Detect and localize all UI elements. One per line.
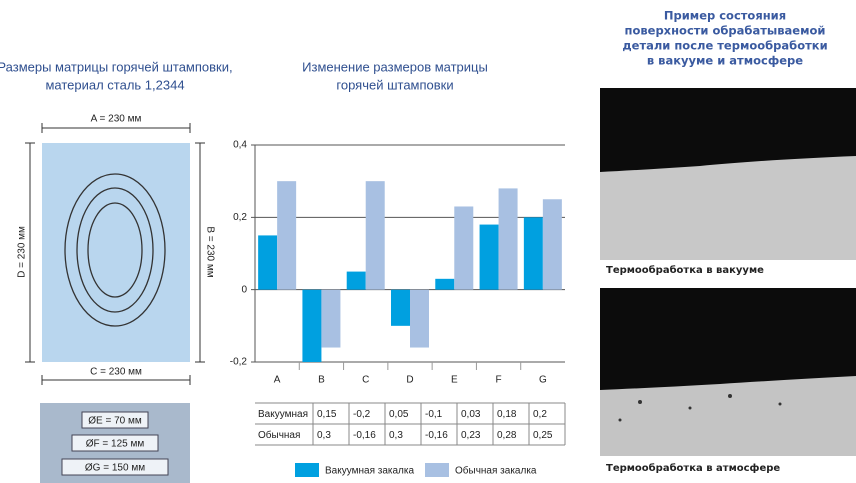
page: Размеры матрицы горячей штамповки, матер… bbox=[0, 0, 856, 483]
table-cell: 0,05 bbox=[389, 409, 409, 420]
legend-label: Вакуумная закалка bbox=[325, 466, 414, 477]
x-tick-label: A bbox=[274, 375, 281, 386]
dim-a: A = 230 мм bbox=[91, 114, 142, 125]
right-title: поверхности обрабатываемой bbox=[625, 24, 826, 38]
bar bbox=[302, 290, 321, 362]
table-row-label: Обычная bbox=[258, 429, 300, 441]
bar bbox=[454, 206, 473, 289]
y-tick-label: -0,2 bbox=[230, 357, 248, 368]
chart-title: горячей штамповки bbox=[336, 77, 453, 92]
x-tick-label: E bbox=[451, 375, 458, 386]
table-cell: 0,3 bbox=[389, 430, 403, 441]
dim-c: C = 230 мм bbox=[90, 367, 142, 378]
bar bbox=[277, 181, 296, 290]
photo-caption: Термообработка в вакууме bbox=[606, 264, 764, 276]
bar bbox=[391, 290, 410, 326]
right-title: Пример состояния bbox=[664, 9, 786, 23]
chart: -0,2 0 0,2 0,4 A B C D E F G Вакуумная 0,15 -0,2 0,05 -… bbox=[230, 140, 565, 477]
table-cell: 0,15 bbox=[317, 409, 337, 420]
bar bbox=[321, 290, 340, 348]
table-cell: 0,3 bbox=[317, 430, 331, 441]
legend-swatch bbox=[425, 463, 449, 477]
table-cell: 0,23 bbox=[461, 430, 481, 441]
chart-title: Изменение размеров матрицы bbox=[302, 59, 488, 74]
bar bbox=[435, 279, 454, 290]
table-cell: -0,16 bbox=[425, 430, 448, 441]
table-row-label: Вакуумная bbox=[258, 409, 308, 420]
dim-b: B = 230 мм bbox=[204, 226, 215, 277]
x-tick-label: D bbox=[406, 375, 413, 386]
table-cell: 0,18 bbox=[497, 409, 517, 420]
x-tick-label: G bbox=[539, 375, 547, 386]
right-title: детали после термообработки bbox=[622, 39, 827, 53]
table-cell: 0,03 bbox=[461, 409, 481, 420]
die-plate bbox=[42, 143, 190, 362]
x-tick-label: C bbox=[362, 375, 369, 386]
bar bbox=[524, 217, 543, 289]
table-cell: -0,16 bbox=[353, 430, 376, 441]
x-tick-label: B bbox=[318, 375, 325, 386]
y-tick-label: 0,2 bbox=[233, 212, 247, 223]
photo-caption: Термообработка в атмосфере bbox=[606, 462, 780, 474]
bar bbox=[366, 181, 385, 290]
legend-label: Обычная закалка bbox=[455, 465, 537, 477]
table-cell: -0,1 bbox=[425, 409, 443, 420]
left-title: Размеры матрицы горячей штамповки, bbox=[0, 59, 233, 74]
bar bbox=[410, 290, 429, 348]
diameter-label: ØE = 70 мм bbox=[88, 416, 142, 427]
left-title: материал сталь 1,2344 bbox=[45, 77, 184, 92]
diameter-label: ØG = 150 мм bbox=[85, 463, 145, 474]
y-tick-label: 0,4 bbox=[233, 140, 247, 151]
bar bbox=[258, 235, 277, 289]
table-cell: 0,25 bbox=[533, 430, 553, 441]
table-cell: 0,28 bbox=[497, 430, 517, 441]
photo-dark bbox=[600, 288, 856, 390]
bar bbox=[499, 188, 518, 289]
table-cell: -0,2 bbox=[353, 409, 371, 420]
table-cell: 0,2 bbox=[533, 409, 547, 420]
y-tick-label: 0 bbox=[241, 284, 247, 295]
bar bbox=[347, 272, 366, 290]
diameter-label: ØF = 125 мм bbox=[86, 439, 145, 450]
bar bbox=[480, 225, 499, 290]
bar bbox=[543, 199, 562, 289]
right-title: в вакууме и атмосфере bbox=[647, 54, 803, 68]
dim-d: D = 230 мм bbox=[17, 226, 28, 278]
legend-swatch bbox=[295, 463, 319, 477]
x-tick-label: F bbox=[496, 375, 502, 386]
